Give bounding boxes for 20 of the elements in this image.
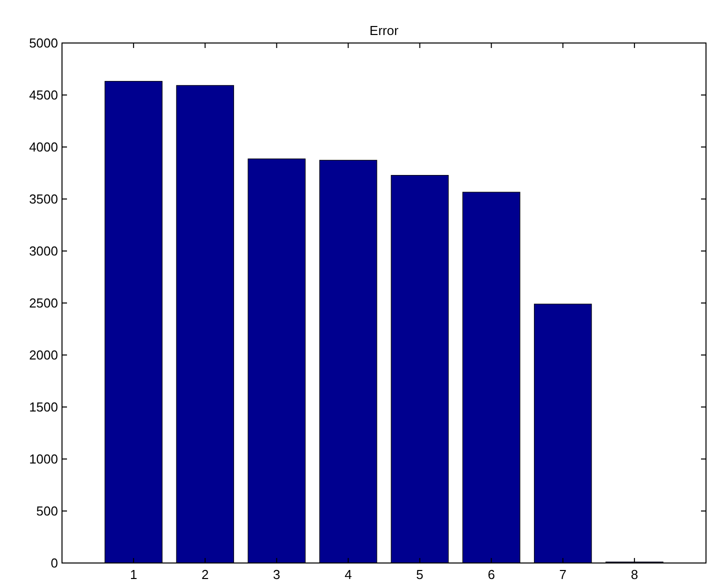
- y-tick-label: 3500: [29, 192, 58, 207]
- y-tick-label: 2000: [29, 348, 58, 363]
- x-tick-label: 2: [201, 567, 209, 582]
- y-tick-label: 1500: [29, 400, 58, 415]
- x-tick-label: 4: [344, 567, 352, 582]
- y-tick-label: 1000: [29, 452, 58, 467]
- x-tick-label: 8: [630, 567, 638, 582]
- y-tick-label: 2500: [29, 296, 58, 311]
- y-tick-label: 5000: [29, 36, 58, 51]
- x-tick-label: 7: [559, 567, 567, 582]
- chart-title: Error: [370, 23, 400, 38]
- x-tick-label: 5: [416, 567, 424, 582]
- y-tick-label: 4500: [29, 88, 58, 103]
- x-tick-label: 6: [488, 567, 495, 582]
- y-tick-label: 3000: [29, 244, 58, 259]
- y-tick-label: 0: [50, 556, 58, 571]
- y-tick-label: 4000: [29, 140, 58, 155]
- y-tick-label: 500: [36, 504, 58, 519]
- x-tick-label: 3: [273, 567, 280, 582]
- x-tick-label: 1: [130, 567, 138, 582]
